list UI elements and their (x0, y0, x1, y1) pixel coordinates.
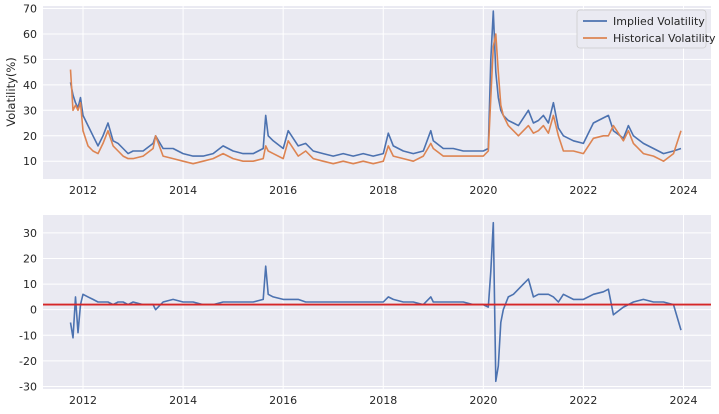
bottom-y-tick-labels: -30 -20 -10 0 10 20 30 (19, 227, 37, 394)
bottom-series-group (69, 221, 682, 383)
top-y-tick-label: 10 (23, 155, 37, 168)
top-x-tick-labels: 2012 2014 2016 2018 2020 2022 2024 (69, 184, 697, 197)
top-y-tick-label: 30 (23, 104, 37, 117)
top-series-line-historical-volatility (69, 33, 682, 165)
top-y-tick-label: 50 (23, 53, 37, 66)
top-x-tick-label: 2016 (269, 184, 297, 197)
bot-x-tick-label: 2024 (669, 394, 697, 407)
legend-label-implied: Implied Volatility (613, 15, 705, 28)
top-x-tick-label: 2012 (69, 184, 97, 197)
bot-x-tick-label: 2016 (269, 394, 297, 407)
top-y-tick-labels: 10 20 30 40 50 60 70 (23, 3, 37, 169)
top-y-tick-label: 70 (23, 3, 37, 16)
bot-y-tick-label: -10 (19, 329, 37, 342)
top-series-line-implied-volatility (69, 10, 682, 157)
top-x-tick-label: 2024 (669, 184, 697, 197)
bot-x-tick-label: 2020 (469, 394, 497, 407)
bot-x-tick-label: 2012 (69, 394, 97, 407)
legend-label-historical: Historical Volatility (613, 32, 716, 45)
top-series-group (69, 10, 682, 165)
bottom-gridlines (43, 215, 711, 389)
legend-box (576, 9, 707, 49)
bot-x-tick-label: 2022 (569, 394, 597, 407)
top-y-axis-label: Volatility(%) (4, 57, 18, 127)
bot-y-tick-label: 0 (30, 304, 37, 317)
bot-x-tick-label: 2014 (169, 394, 197, 407)
bottom-panel: -30 -20 -10 0 10 20 30 2012 2014 2016 2018 2020 202… (19, 215, 711, 407)
bot-y-tick-label: -30 (19, 380, 37, 393)
top-y-tick-label: 40 (23, 79, 37, 92)
bot-y-tick-label: 30 (23, 227, 37, 240)
bottom-x-tick-labels: 2012 2014 2016 2018 2020 2022 2024 (69, 394, 697, 407)
bot-series-line-0 (69, 221, 682, 383)
top-gridlines (43, 6, 711, 179)
top-x-tick-label: 2020 (469, 184, 497, 197)
top-y-tick-label: 60 (23, 28, 37, 41)
top-x-tick-label: 2018 (369, 184, 397, 197)
top-x-tick-label: 2022 (569, 184, 597, 197)
bot-y-tick-label: 20 (23, 253, 37, 266)
bot-y-tick-label: 10 (23, 278, 37, 291)
bot-y-tick-label: -20 (19, 355, 37, 368)
top-x-tick-label: 2014 (169, 184, 197, 197)
bot-x-tick-label: 2018 (369, 394, 397, 407)
legend: Implied Volatility Historical Volatility (576, 9, 716, 49)
top-y-tick-label: 20 (23, 130, 37, 143)
